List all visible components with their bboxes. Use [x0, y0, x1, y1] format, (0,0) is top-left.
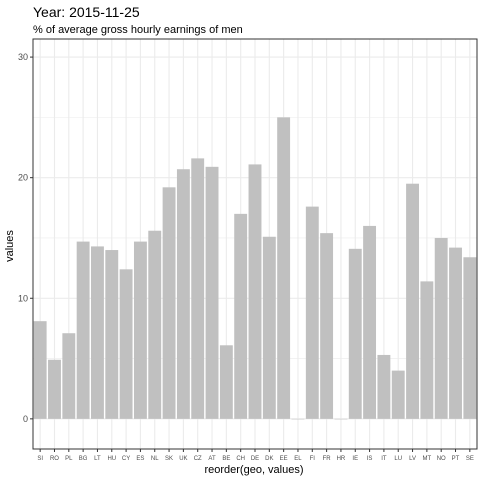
- bar-nl: [148, 230, 162, 419]
- bar-ro: [48, 359, 61, 419]
- x-tick-label-cz: CZ: [194, 456, 202, 462]
- x-tick-label-lv: LV: [409, 456, 416, 462]
- bar-fr: [320, 233, 334, 419]
- y-tick-label: 0: [23, 414, 28, 424]
- x-tick-label-ro: RO: [50, 456, 59, 462]
- x-tick-label-hu: HU: [107, 456, 116, 462]
- chart-subtitle: % of average gross hourly earnings of me…: [33, 24, 243, 36]
- chart-title: Year: 2015-11-25: [33, 4, 140, 20]
- bar-es: [133, 241, 147, 419]
- bar-ee: [277, 117, 291, 419]
- x-tick-label-dk: DK: [265, 456, 273, 462]
- x-tick-label-nl: NL: [151, 456, 159, 462]
- bar-cz: [191, 158, 205, 419]
- x-tick-label-bg: BG: [79, 456, 88, 462]
- bar-el: [291, 418, 305, 420]
- x-tick-label-pl: PL: [65, 456, 73, 462]
- x-tick-label-lu: LU: [394, 456, 402, 462]
- bar-be: [219, 345, 233, 419]
- x-tick-label-de: DE: [251, 456, 259, 462]
- bar-hr: [334, 418, 348, 420]
- x-tick-label-uk: UK: [179, 456, 187, 462]
- x-tick-label-mt: MT: [423, 456, 432, 462]
- bar-cy: [119, 269, 133, 419]
- bar-dk: [262, 236, 276, 419]
- x-tick-label-lt: LT: [94, 456, 101, 462]
- bar-de: [248, 164, 262, 419]
- bars: [33, 117, 477, 420]
- x-tick-label-ie: IE: [352, 456, 358, 462]
- plot-panel: [32, 38, 478, 450]
- x-tick-label-ch: CH: [236, 456, 245, 462]
- x-tick-label-fi: FI: [310, 456, 316, 462]
- bar-lv: [406, 183, 419, 419]
- bar-mt: [420, 281, 434, 419]
- bar-at: [205, 166, 219, 419]
- x-tick-label-fr: FR: [323, 456, 332, 462]
- x-tick-label-hr: HR: [337, 456, 346, 462]
- bar-fi: [305, 206, 319, 419]
- x-tick-label-pt: PT: [452, 456, 460, 462]
- x-tick-label-cy: CY: [122, 456, 130, 462]
- bar-lu: [391, 370, 405, 419]
- x-tick-label-it: IT: [381, 456, 387, 462]
- y-tick-label: 20: [18, 173, 28, 183]
- y-tick-label: 10: [18, 293, 28, 303]
- y-tick-label: 30: [18, 52, 28, 62]
- bar-uk: [176, 169, 190, 419]
- x-tick-label-el: EL: [294, 456, 302, 462]
- bar-hu: [105, 250, 119, 419]
- x-tick-label-is: IS: [367, 456, 373, 462]
- x-tick-label-si: SI: [37, 456, 43, 462]
- bar-sk: [162, 187, 176, 419]
- y-axis-title: values: [4, 230, 16, 262]
- bar-no: [434, 237, 448, 419]
- bar-is: [363, 225, 377, 419]
- x-tick-label-be: BE: [222, 456, 230, 462]
- x-axis-title: reorder(geo, values): [204, 464, 303, 476]
- bar-ie: [348, 248, 362, 419]
- x-tick-label-no: NO: [437, 456, 446, 462]
- x-tick-label-es: ES: [136, 456, 144, 462]
- y-axis-ticks: 0 10 20 30: [18, 52, 33, 424]
- x-tick-label-se: SE: [466, 456, 474, 462]
- x-axis-ticks: SI RO PL BG LT HU CY ES NL SK UK CZ AT BE CH DE DK EE EL FI…: [37, 449, 474, 462]
- bar-pt: [449, 247, 462, 419]
- bar-bg: [76, 241, 90, 419]
- x-tick-label-sk: SK: [165, 456, 173, 462]
- bar-pl: [62, 333, 76, 419]
- bar-it: [377, 354, 391, 419]
- bar-si: [33, 321, 47, 419]
- x-tick-label-at: AT: [208, 456, 216, 462]
- bar-ch: [234, 213, 248, 419]
- bar-se: [463, 257, 477, 419]
- x-tick-label-ee: EE: [280, 456, 288, 462]
- bar-lt: [91, 246, 104, 419]
